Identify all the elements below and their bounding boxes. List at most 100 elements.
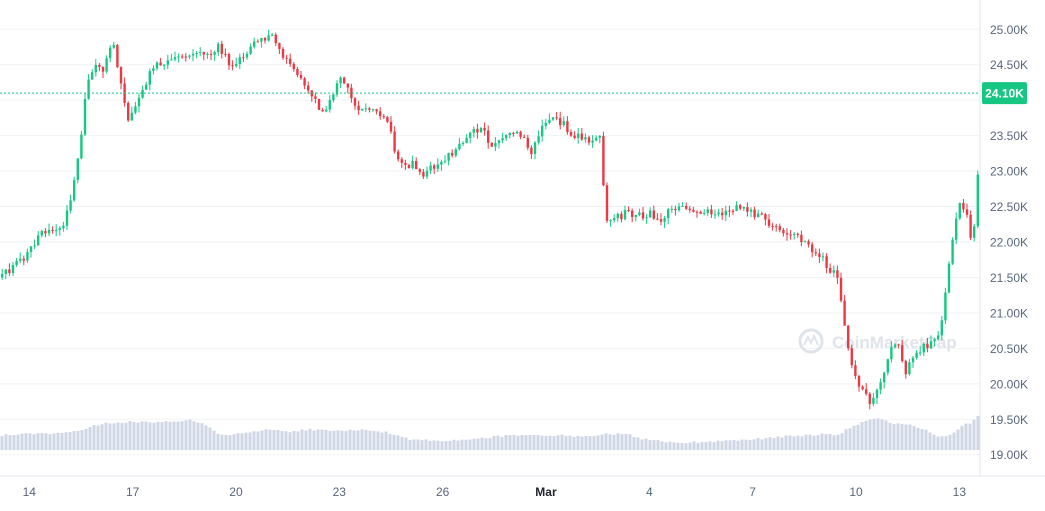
candle-body	[580, 133, 583, 140]
volume-bar	[836, 434, 840, 450]
candle-body	[65, 210, 69, 226]
candle-body	[955, 218, 958, 240]
candle-body	[425, 170, 429, 177]
volume-bar	[312, 430, 316, 450]
candle-body	[357, 105, 360, 111]
candle-body	[404, 162, 407, 165]
candle-body	[663, 218, 666, 222]
volume-bar	[800, 436, 804, 450]
volume-bar	[900, 424, 904, 450]
candle-body	[202, 52, 205, 55]
candle-body	[235, 64, 238, 67]
volume-bar	[36, 433, 40, 450]
candle-body	[371, 109, 375, 111]
y-tick-label-7: 21.50K	[990, 271, 1028, 285]
volume-bar	[736, 440, 740, 450]
candle-body	[512, 132, 515, 134]
volume-bar	[924, 429, 928, 450]
candle-body	[33, 245, 36, 247]
candle-body	[724, 210, 727, 216]
volume-bar	[64, 432, 68, 450]
candle-body	[116, 44, 119, 68]
candle-body	[278, 43, 281, 49]
candle-body	[865, 389, 868, 394]
volume-bar	[32, 434, 36, 450]
volume-bar	[364, 429, 368, 450]
candle-body	[803, 241, 807, 243]
volume-bar	[160, 421, 164, 450]
volume-bar	[392, 434, 396, 450]
volume-bar	[468, 439, 472, 450]
volume-bar	[24, 433, 28, 450]
volume-bar	[960, 425, 964, 450]
volume-bar	[608, 434, 612, 450]
volume-bar	[300, 429, 304, 450]
candle-body	[109, 47, 112, 59]
volume-bar	[456, 440, 460, 450]
candle-body	[937, 335, 940, 340]
volume-bar	[200, 423, 204, 450]
volume-bar	[596, 435, 600, 450]
volume-bar	[168, 421, 172, 450]
volume-bar	[308, 428, 312, 450]
candle-body	[343, 77, 346, 84]
candle-body	[145, 84, 148, 90]
volume-bar	[820, 433, 824, 450]
volume-bar	[684, 443, 688, 450]
candle-body	[4, 269, 7, 275]
y-tick-label-11: 19.50K	[990, 413, 1028, 427]
candle-body	[94, 64, 97, 73]
volume-bar	[60, 432, 64, 450]
candle-body	[11, 264, 15, 273]
volume-bar	[264, 429, 268, 450]
volume-bar	[196, 422, 200, 450]
candle-body	[587, 137, 591, 143]
volume-bar	[44, 433, 48, 450]
candle-body	[127, 102, 130, 121]
volume-bar	[112, 423, 116, 450]
candle-body	[566, 121, 569, 133]
candle-body	[487, 130, 490, 143]
candle-body	[325, 109, 328, 112]
volume-bar	[76, 430, 80, 450]
volume-bar	[480, 437, 484, 450]
y-tick-label-9: 20.50K	[990, 342, 1028, 356]
volume-bar	[224, 434, 228, 450]
volume-bar	[28, 433, 32, 450]
volume-bar	[40, 432, 44, 450]
candle-body	[692, 209, 695, 212]
candle-body	[515, 131, 519, 134]
volume-bar	[404, 437, 408, 450]
volume-bar	[132, 421, 136, 450]
volume-bar	[556, 435, 560, 450]
candle-body	[285, 57, 288, 59]
candle-body	[857, 376, 861, 387]
volume-bar	[116, 422, 120, 450]
candle-body	[440, 161, 443, 165]
candle-body	[901, 345, 904, 361]
candle-body	[767, 219, 771, 226]
volume-bar	[4, 434, 8, 450]
candle-body	[962, 202, 965, 210]
volume-bar	[80, 430, 84, 450]
volume-bar	[136, 422, 140, 450]
volume-bar	[440, 441, 444, 450]
candle-body	[274, 34, 277, 44]
volume-bar	[156, 421, 160, 450]
candle-body	[947, 263, 951, 293]
volume-bar	[108, 423, 112, 450]
volume-bar	[748, 440, 752, 450]
volume-bar	[704, 441, 708, 450]
candle-body	[713, 214, 717, 216]
volume-bar	[280, 430, 284, 450]
volume-bar	[544, 435, 548, 450]
candle-body	[868, 393, 871, 404]
volume-bar	[964, 423, 968, 450]
candle-body	[451, 152, 454, 156]
volume-bar	[668, 441, 672, 450]
volume-bar	[448, 440, 452, 450]
volume-bar	[572, 436, 576, 450]
candle-body	[361, 108, 364, 111]
candle-body	[332, 94, 335, 101]
volume-bar	[92, 425, 96, 450]
